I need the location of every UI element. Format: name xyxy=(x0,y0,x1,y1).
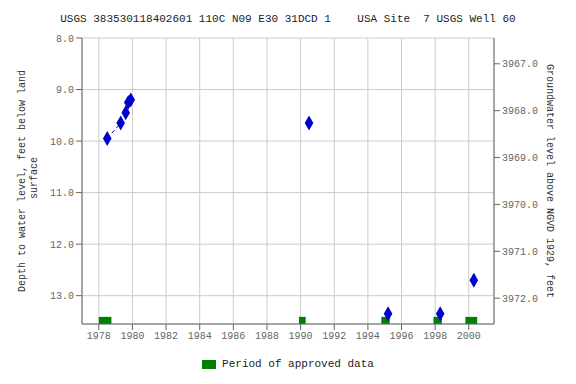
svg-text:3972.0: 3972.0 xyxy=(502,294,538,305)
svg-text:3970.0: 3970.0 xyxy=(502,200,538,211)
svg-text:1998: 1998 xyxy=(423,331,447,342)
svg-text:1990: 1990 xyxy=(289,331,313,342)
svg-text:Depth to water level, feet bel: Depth to water level, feet below land su… xyxy=(17,70,40,292)
svg-text:1992: 1992 xyxy=(322,331,346,342)
svg-text:12.0: 12.0 xyxy=(50,240,74,251)
svg-text:1978: 1978 xyxy=(87,331,111,342)
svg-text:1982: 1982 xyxy=(154,331,178,342)
svg-text:1996: 1996 xyxy=(390,331,414,342)
svg-text:3969.0: 3969.0 xyxy=(502,153,538,164)
svg-text:3971.0: 3971.0 xyxy=(502,247,538,258)
html-text:Period of approved data: Period of approved data xyxy=(222,358,374,370)
svg-text:2000: 2000 xyxy=(457,331,481,342)
svg-text:3968.0: 3968.0 xyxy=(502,106,538,117)
svg-text:1980: 1980 xyxy=(120,331,144,342)
svg-text:3967.0: 3967.0 xyxy=(502,59,538,70)
svg-text:1988: 1988 xyxy=(255,331,279,342)
svg-text:10.0: 10.0 xyxy=(50,137,74,148)
svg-text:1984: 1984 xyxy=(188,331,212,342)
svg-text:13.0: 13.0 xyxy=(50,291,74,302)
svg-text:1994: 1994 xyxy=(356,331,380,342)
svg-text:9.0: 9.0 xyxy=(56,85,74,96)
svg-text:1986: 1986 xyxy=(221,331,245,342)
svg-text:8.0: 8.0 xyxy=(56,34,74,45)
svg-text:Groundwater level above NGVD 1: Groundwater level above NGVD 1929, feet xyxy=(545,64,556,298)
html-text:USGS 383530118402601 110C N09: USGS 383530118402601 110C N09 E30 31DCD … xyxy=(60,13,516,25)
svg-text:11.0: 11.0 xyxy=(50,188,74,199)
